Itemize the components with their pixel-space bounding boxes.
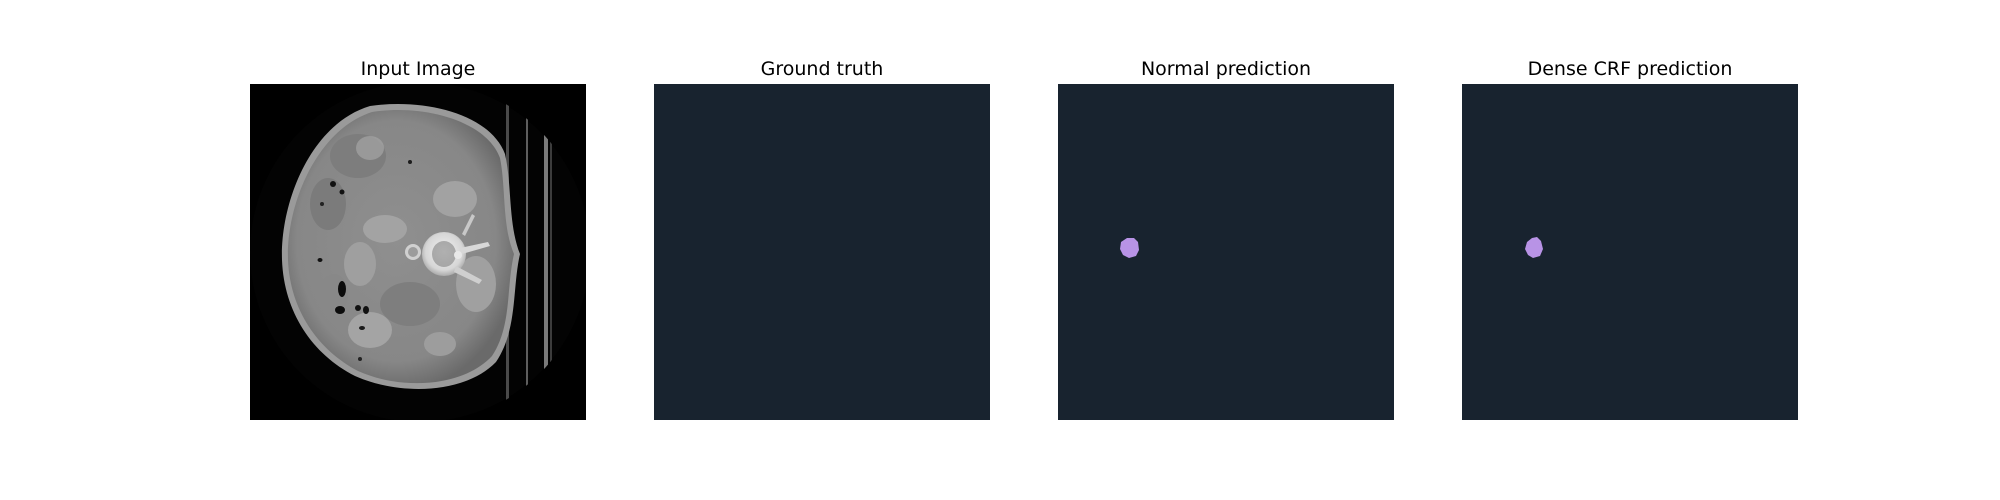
panel-ground-truth: Ground truth	[654, 54, 990, 420]
dense-crf-prediction-mask	[1462, 84, 1798, 420]
mask-background	[1058, 84, 1394, 420]
predicted-region	[1120, 238, 1139, 258]
mask-background	[654, 84, 990, 420]
panel-normal-prediction: Normal prediction	[1058, 54, 1394, 420]
panel-title-normal-prediction: Normal prediction	[1140, 58, 1312, 80]
panel-dense-crf-prediction: Dense CRF prediction	[1462, 54, 1798, 420]
panel-title-input-image: Input Image	[360, 58, 476, 80]
normal-prediction-mask	[1058, 84, 1394, 420]
panel-title-ground-truth: Ground truth	[760, 58, 884, 80]
predicted-region	[1525, 237, 1543, 258]
ground-truth-mask	[654, 84, 990, 420]
mask-background	[1462, 84, 1798, 420]
ct-scan-image	[250, 84, 586, 420]
panel-title-dense-crf-prediction: Dense CRF prediction	[1527, 58, 1733, 80]
panel-input-image: Input Image	[250, 54, 586, 420]
